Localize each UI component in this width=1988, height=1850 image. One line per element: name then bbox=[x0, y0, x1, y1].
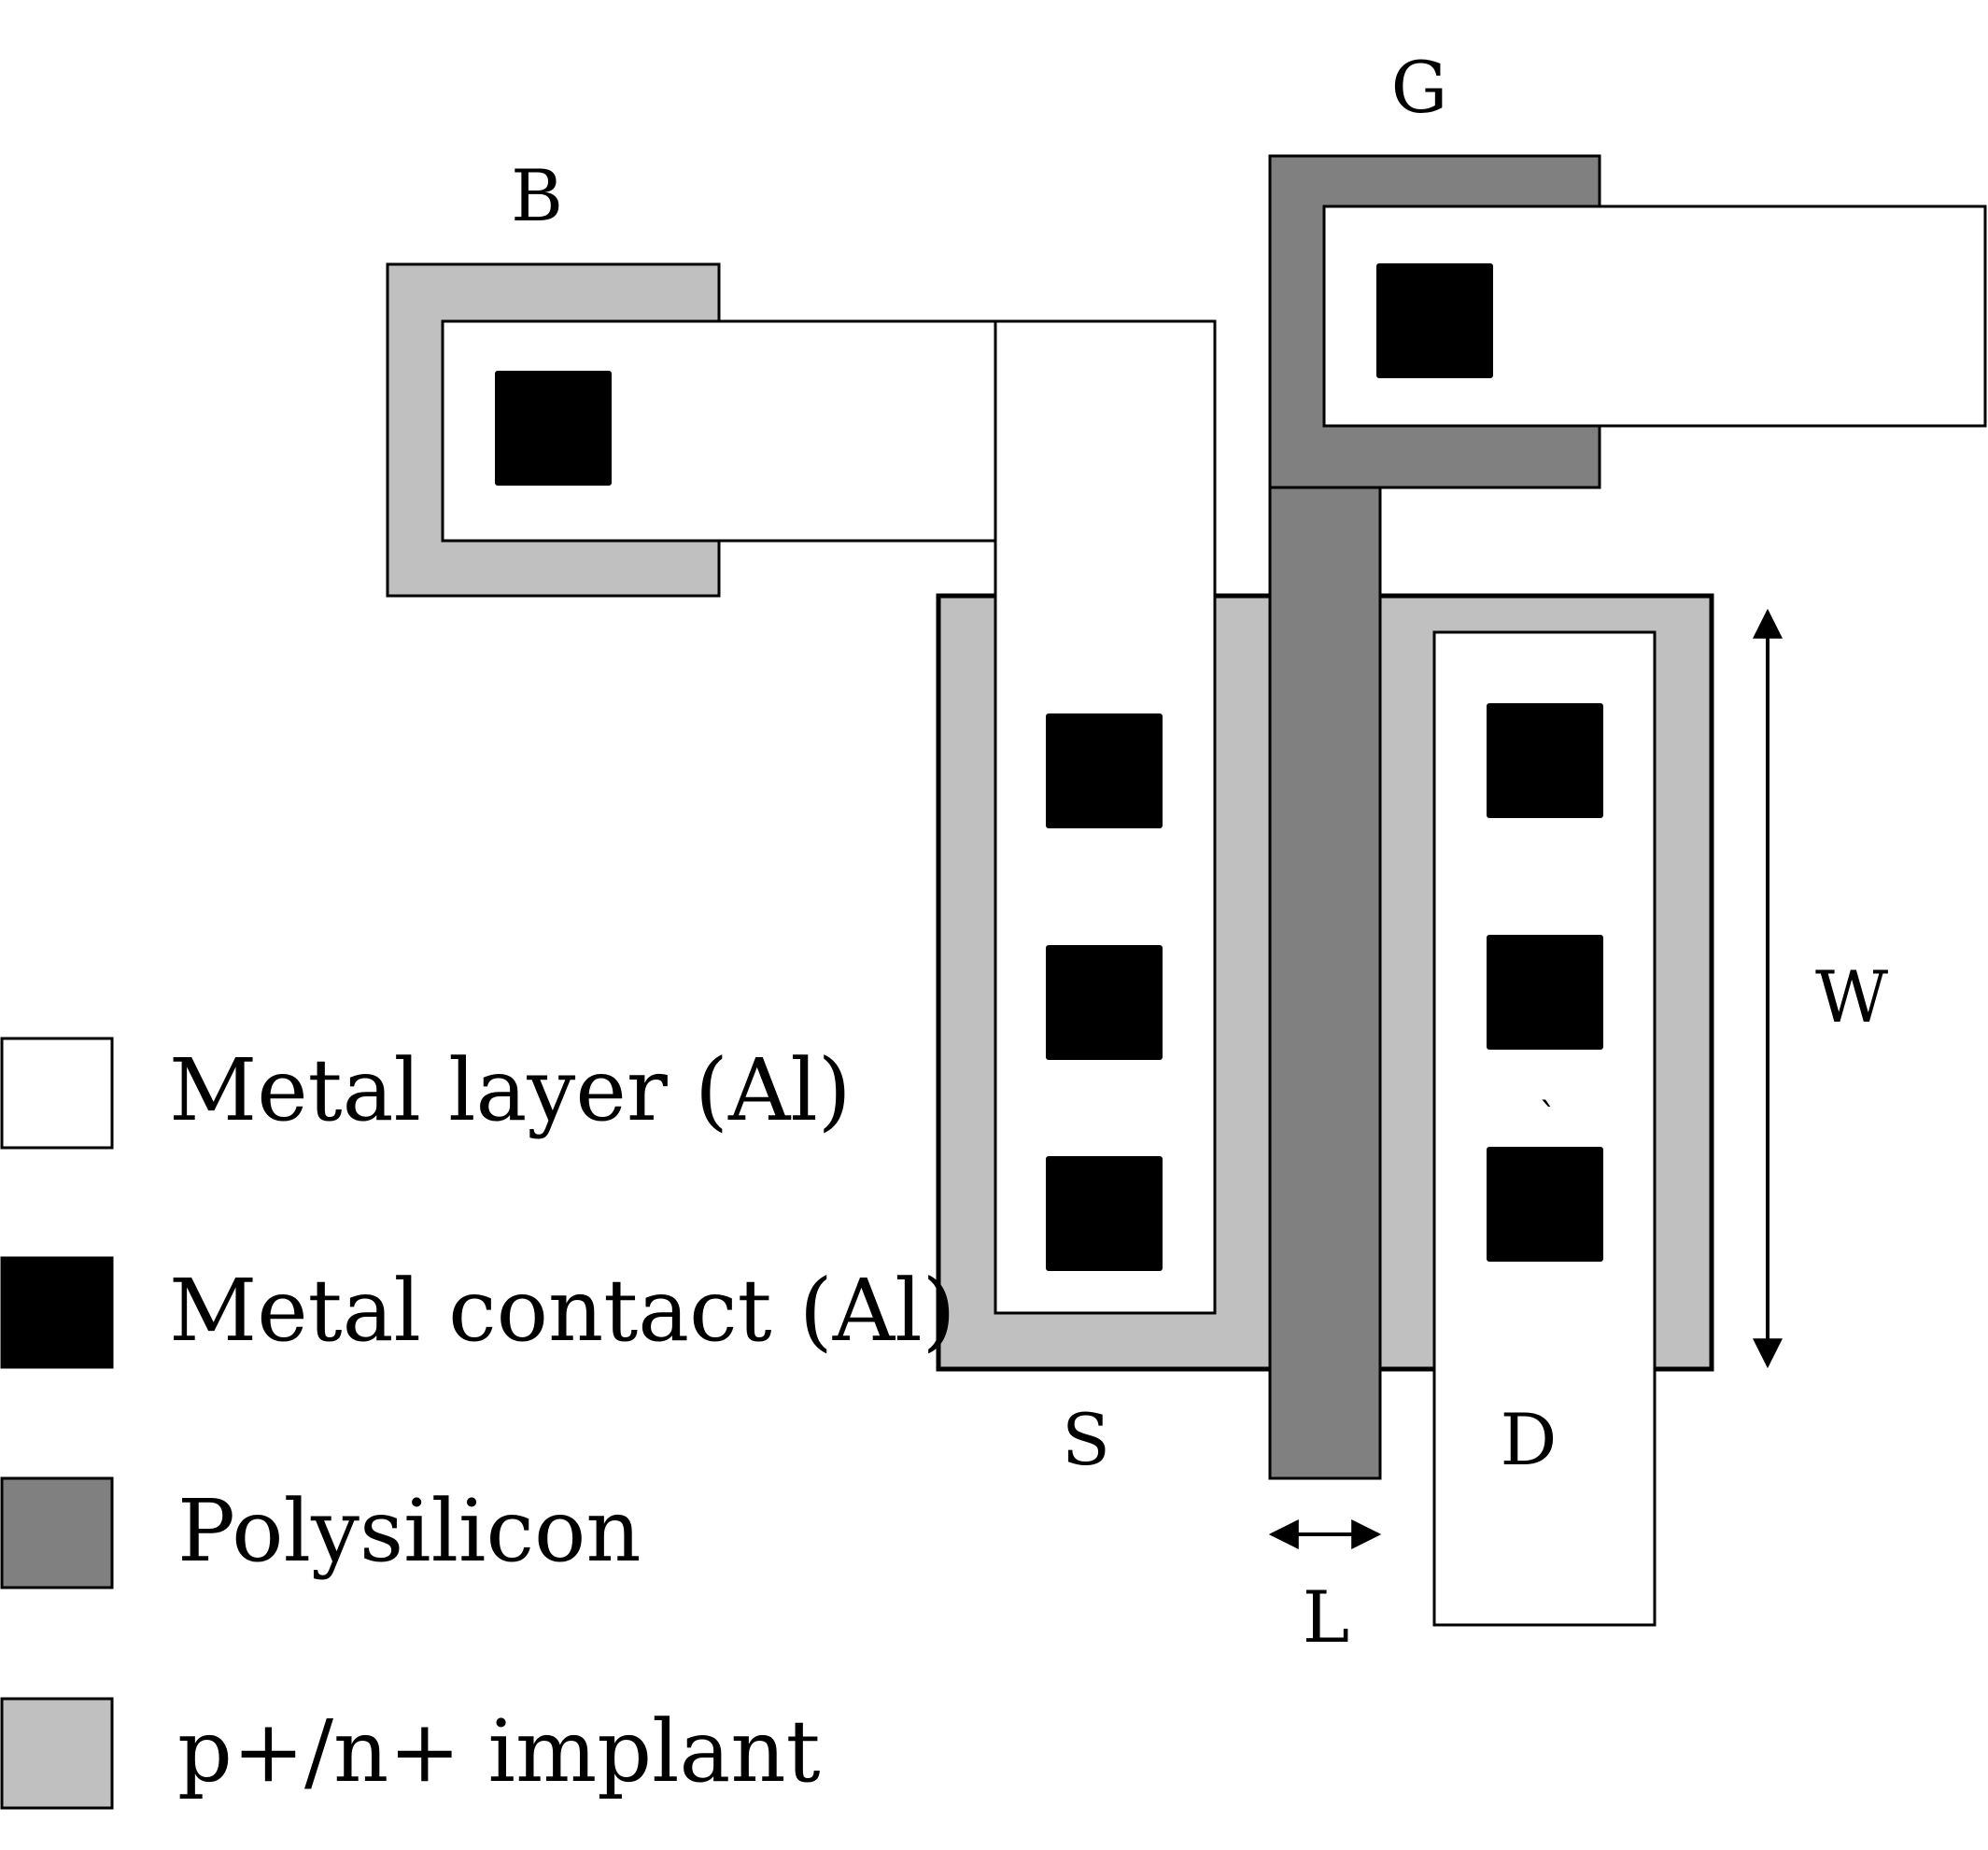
legend-label-poly: Polysilicon bbox=[177, 1481, 642, 1581]
gate-contact bbox=[1376, 263, 1493, 378]
gate-label: G bbox=[1391, 46, 1448, 129]
drain-contact bbox=[1487, 1147, 1603, 1262]
legend: Metal layer (Al) Metal contact (Al) Poly… bbox=[0, 1037, 956, 1810]
legend-label-metal: Metal layer (Al) bbox=[169, 1040, 852, 1140]
drain-contact bbox=[1487, 935, 1603, 1050]
legend-label-contact: Metal contact (Al) bbox=[169, 1261, 956, 1361]
drain-contact bbox=[1487, 703, 1603, 818]
bulk-label: B bbox=[511, 154, 563, 237]
length-label: L bbox=[1303, 1575, 1349, 1659]
stray-mark: ` bbox=[1539, 1096, 1558, 1139]
legend-swatch-contact bbox=[0, 1256, 114, 1369]
drain-label: D bbox=[1501, 1398, 1558, 1481]
bulk-contact bbox=[495, 371, 612, 486]
legend-swatch-poly bbox=[0, 1476, 114, 1589]
source-label: S bbox=[1062, 1398, 1110, 1481]
width-label: W bbox=[1815, 955, 1888, 1038]
poly-gate-stripe bbox=[1268, 484, 1382, 1480]
legend-swatch-metal bbox=[0, 1037, 114, 1150]
legend-label-implant: p+/n+ implant bbox=[177, 1702, 821, 1801]
legend-swatch-implant bbox=[0, 1697, 114, 1810]
source-contact bbox=[1046, 945, 1163, 1060]
source-contact bbox=[1046, 1156, 1163, 1271]
source-contact bbox=[1046, 713, 1163, 828]
